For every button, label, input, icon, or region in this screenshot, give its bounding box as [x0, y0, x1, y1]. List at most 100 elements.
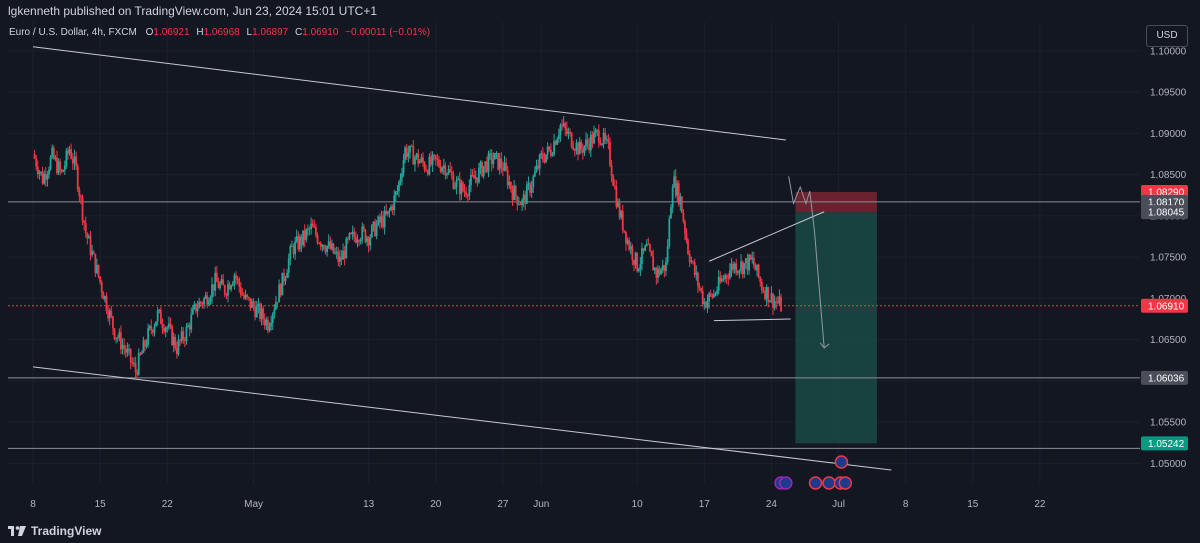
candle-body [438, 159, 440, 167]
price-chart[interactable]: 1.100001.095001.090001.085001.080001.075… [0, 22, 1200, 520]
candle-body [133, 363, 135, 365]
candle-body [38, 172, 41, 175]
candle-body [519, 204, 522, 206]
candle-body [652, 256, 655, 271]
tradingview-logo[interactable]: TradingView [8, 524, 101, 538]
candle-body [530, 187, 533, 193]
candle-body [345, 238, 348, 259]
candle-body [415, 153, 418, 158]
candle-body [140, 352, 143, 355]
candle-body [356, 240, 359, 243]
brand-name: TradingView [31, 524, 102, 538]
candle-body [155, 321, 157, 327]
time-tick-label: Jul [832, 499, 845, 510]
candle-body [158, 309, 161, 311]
candle-body [759, 277, 762, 283]
candle-body [513, 185, 515, 200]
candle-body [169, 323, 172, 327]
candle-body [71, 158, 74, 164]
candle-body [164, 328, 167, 332]
candle-body [637, 268, 640, 272]
candle-body [431, 154, 434, 165]
candle-body [330, 243, 333, 249]
candle-body [235, 275, 237, 279]
candle-body [207, 301, 210, 305]
candle-body [131, 362, 134, 364]
time-tick-label: 17 [699, 499, 711, 510]
candle-body [748, 254, 750, 271]
candle-body [706, 301, 709, 308]
candle-body [151, 330, 154, 333]
candle-body [538, 154, 541, 169]
candle-body [219, 283, 221, 289]
price-axis[interactable]: 1.100001.095001.090001.085001.080001.075… [1141, 46, 1188, 470]
candle-body [591, 134, 594, 144]
candle-body [658, 268, 661, 275]
candle-body [543, 159, 546, 163]
candle-body [422, 157, 424, 163]
candle-body [457, 178, 460, 180]
candle-body [588, 143, 591, 151]
currency-button[interactable]: USD [1146, 25, 1188, 47]
candle-body [214, 272, 217, 291]
candle-body [473, 175, 476, 179]
candle-body [80, 196, 82, 198]
candle-body [195, 303, 197, 312]
candle-body [401, 173, 403, 179]
candle-body [270, 322, 273, 326]
candle-body [484, 161, 487, 167]
candle-body [370, 225, 373, 238]
candle-body [198, 301, 201, 309]
candle-body [187, 325, 189, 327]
candle-body [719, 277, 722, 282]
candle-body [463, 190, 466, 193]
candle-body [743, 263, 746, 275]
candle-body [76, 166, 79, 190]
candle-body [338, 256, 341, 262]
candle-body [139, 353, 142, 355]
candle-body [271, 313, 274, 323]
candle-body [222, 279, 225, 286]
candle-body [36, 166, 39, 175]
candle-body [116, 337, 119, 339]
candle-body [342, 250, 344, 260]
candle-body [549, 149, 552, 156]
candle-body [695, 272, 698, 275]
candle-body [263, 319, 266, 326]
candle-body [653, 268, 656, 271]
candle-body [471, 174, 474, 176]
candle-body [602, 132, 605, 144]
candle-body [48, 169, 50, 175]
candle-body [81, 197, 84, 221]
candle-body [660, 269, 663, 275]
candle-body [612, 176, 615, 186]
candle-body [335, 251, 338, 253]
candle-body [412, 145, 415, 165]
candle-body [494, 153, 496, 160]
candle-body [346, 238, 349, 240]
candle-body [126, 349, 129, 353]
candle-body [300, 236, 303, 246]
candle-body [315, 227, 317, 235]
candle-body [465, 192, 468, 196]
candle-body [426, 170, 429, 175]
candle-body [760, 282, 763, 291]
candle-body [255, 306, 258, 318]
time-axis[interactable]: 8 15 22 May 13 20 27 Jun 10 17 24 Jul 8 15 22 [30, 499, 1046, 510]
candle-body [199, 301, 202, 304]
tradingview-icon [8, 526, 26, 536]
candle-body [775, 301, 778, 303]
candle-body [410, 145, 413, 147]
candle-body [227, 284, 229, 296]
candle-body [393, 195, 396, 211]
close-label: C [295, 27, 303, 38]
candle-body [321, 244, 324, 247]
candle-body [569, 131, 571, 133]
candle-body [167, 323, 170, 328]
candles [33, 116, 782, 379]
candle-body [183, 339, 186, 341]
candle-body [698, 285, 701, 289]
candle-body [581, 148, 584, 153]
candle-body [120, 332, 122, 350]
candle-body [506, 170, 509, 186]
